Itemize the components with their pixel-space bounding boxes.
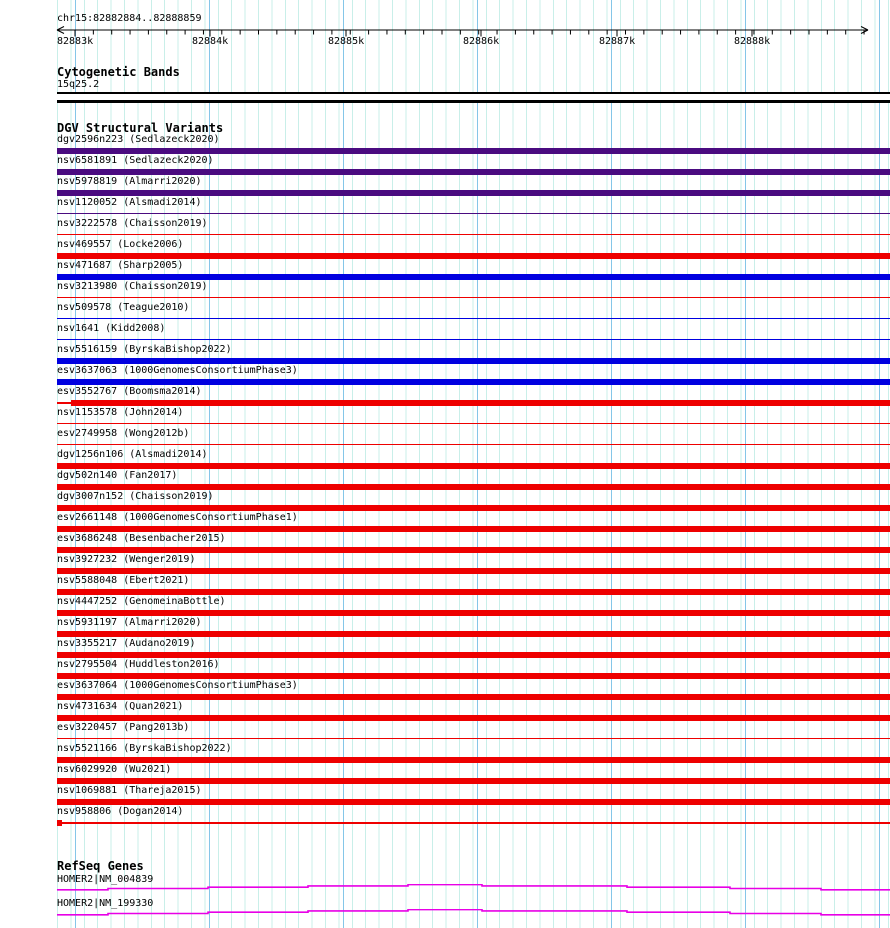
variant-bar[interactable] <box>57 296 890 298</box>
variant-label: nsv958806 (Dogan2014) <box>57 806 184 817</box>
variant-bar[interactable] <box>57 798 890 805</box>
variant-label: nsv3222578 (Chaisson2019) <box>57 218 208 229</box>
variant-label: nsv5588048 (Ebert2021) <box>57 575 190 586</box>
variant-bar[interactable] <box>57 630 890 637</box>
variant-label: esv3637063 (1000GenomesConsortiumPhase3) <box>57 365 298 376</box>
region-label: chr15:82882884..82888859 <box>57 13 202 24</box>
variant-label: nsv2795504 (Huddleston2016) <box>57 659 220 670</box>
variant-label: nsv4731634 (Quan2021) <box>57 701 184 712</box>
variant-label: nsv3355217 (Audano2019) <box>57 638 196 649</box>
variant-bar[interactable] <box>57 378 890 385</box>
variant-bar[interactable] <box>57 504 890 511</box>
variant-bar[interactable] <box>57 546 890 553</box>
variant-label: esv3220457 (Pang2013b) <box>57 722 190 733</box>
variant-bar[interactable] <box>57 693 890 700</box>
variant-label: nsv469557 (Locke2006) <box>57 239 184 250</box>
variant-bar[interactable] <box>71 399 890 406</box>
variant-bar[interactable] <box>57 588 890 595</box>
gene-line[interactable] <box>0 884 890 896</box>
variant-bar[interactable] <box>57 273 890 280</box>
variant-bar[interactable] <box>57 233 890 235</box>
variant-bar[interactable] <box>57 338 890 340</box>
variant-bar[interactable] <box>57 462 890 469</box>
variant-label: nsv1069881 (Thareja2015) <box>57 785 202 796</box>
variant-label: dgv1256n106 (Alsmadi2014) <box>57 449 208 460</box>
gene-label: HOMER2|NM_004839 <box>57 874 154 885</box>
variant-bar[interactable] <box>57 402 71 404</box>
refseq-title: RefSeq Genes <box>57 859 144 873</box>
variant-bar[interactable] <box>57 651 890 658</box>
variant-label: dgv502n140 (Fan2017) <box>57 470 178 481</box>
variant-bar[interactable] <box>57 609 890 616</box>
variant-bar[interactable] <box>57 737 890 739</box>
variant-label: dgv2596n223 (Sedlazeck2020) <box>57 134 220 145</box>
variant-label: nsv5521166 (ByrskaBishop2022) <box>57 743 232 754</box>
variant-bar[interactable] <box>57 422 890 424</box>
variant-bar[interactable] <box>57 567 890 574</box>
variant-label: esv3637064 (1000GenomesConsortiumPhase3) <box>57 680 298 691</box>
variant-bar[interactable] <box>57 483 890 490</box>
variant-bar[interactable] <box>57 443 890 445</box>
variant-bar[interactable] <box>57 252 890 259</box>
ruler-tick-label: 82887k <box>599 36 636 47</box>
variant-label: esv3686248 (Besenbacher2015) <box>57 533 226 544</box>
ruler-tick-label: 82883k <box>57 36 94 47</box>
variant-label: nsv4447252 (GenomeinaBottle) <box>57 596 226 607</box>
variant-label: nsv3927232 (Wenger2019) <box>57 554 196 565</box>
variant-bar[interactable] <box>57 756 890 763</box>
variant-bar[interactable] <box>57 714 890 721</box>
variant-bar[interactable] <box>57 525 890 532</box>
variant-bar[interactable] <box>57 168 890 175</box>
variant-label: nsv509578 (Teague2010) <box>57 302 190 313</box>
variant-bar[interactable] <box>57 357 890 364</box>
ruler-tick-label: 82888k <box>734 36 771 47</box>
variant-label: nsv3213980 (Chaisson2019) <box>57 281 208 292</box>
cytoband-label: 15q25.2 <box>57 79 100 90</box>
variant-label: esv2661148 (1000GenomesConsortiumPhase1) <box>57 512 298 523</box>
variant-label: esv2749958 (Wong2012b) <box>57 428 190 439</box>
variant-label: nsv5978819 (Almarri2020) <box>57 176 202 187</box>
dgv-title: DGV Structural Variants <box>57 121 224 135</box>
variant-label: nsv1641 (Kidd2008) <box>57 323 166 334</box>
variant-label: nsv5931197 (Almarri2020) <box>57 617 202 628</box>
variant-label: nsv6029920 (Wu2021) <box>57 764 172 775</box>
ruler-tick-label: 82884k <box>192 36 229 47</box>
variant-bar[interactable] <box>57 777 890 784</box>
variant-bar[interactable] <box>57 147 890 154</box>
variant-bar[interactable] <box>62 822 890 824</box>
cytobands-title: Cytogenetic Bands <box>57 65 180 79</box>
variant-bar[interactable] <box>57 672 890 679</box>
variant-label: dgv3007n152 (Chaisson2019) <box>57 491 214 502</box>
variant-bar[interactable] <box>57 819 62 826</box>
variant-label: nsv471687 (Sharp2005) <box>57 260 184 271</box>
gene-line[interactable] <box>0 909 890 921</box>
variant-label: nsv5516159 (ByrskaBishop2022) <box>57 344 232 355</box>
ruler <box>56 26 869 37</box>
variant-label: nsv1120052 (Alsmadi2014) <box>57 197 202 208</box>
variant-label: esv3552767 (Boomsma2014) <box>57 386 202 397</box>
ruler-tick-label: 82885k <box>328 36 365 47</box>
variant-label: nsv1153578 (John2014) <box>57 407 184 418</box>
variant-bar[interactable] <box>57 212 890 214</box>
ruler-tick-label: 82886k <box>463 36 500 47</box>
variant-label: nsv6581891 (Sedlazeck2020) <box>57 155 214 166</box>
gene-label: HOMER2|NM_199330 <box>57 898 154 909</box>
cytoband-bar[interactable] <box>57 92 890 103</box>
variant-bar[interactable] <box>57 189 890 196</box>
variant-bar[interactable] <box>57 317 890 319</box>
